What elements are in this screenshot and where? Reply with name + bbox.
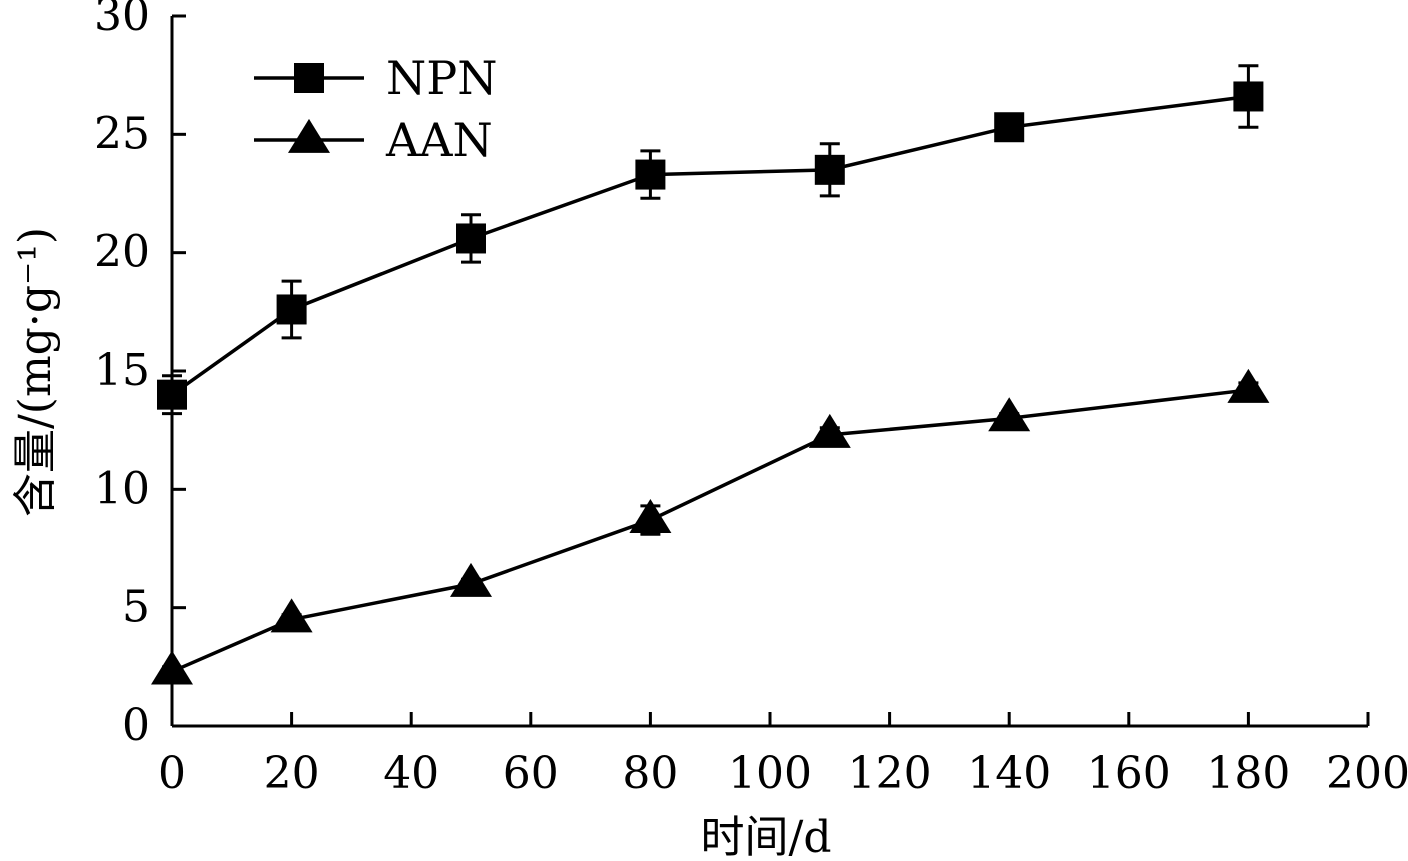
data-point-npn (814, 154, 845, 185)
y-tick-label: 0 (122, 700, 150, 751)
data-point-npn (276, 294, 307, 325)
x-axis-title: 时间/d (701, 812, 832, 861)
y-tick-label: 20 (94, 227, 150, 278)
data-point-npn (157, 379, 187, 410)
legend-label: AAN (385, 113, 493, 167)
data-point-npn (994, 112, 1025, 143)
x-tick-label: 200 (1326, 748, 1408, 799)
data-point-aan (988, 397, 1031, 432)
x-tick-label: 0 (158, 748, 186, 799)
x-tick-label: 20 (264, 748, 320, 799)
series-layer (151, 64, 1270, 685)
legend-marker (294, 63, 324, 93)
series-line-aan (171, 388, 1249, 674)
legend-label: NPN (386, 51, 497, 105)
data-point-aan (1227, 368, 1270, 403)
y-tick-label: 5 (122, 582, 150, 633)
x-tick-label: 140 (967, 748, 1051, 799)
data-point-aan (151, 650, 193, 685)
data-point-npn (456, 223, 486, 254)
legend-marker (288, 118, 330, 153)
legend: NPN AAN (254, 51, 497, 167)
x-tick-label: 100 (728, 748, 812, 799)
x-tick-label: 180 (1206, 748, 1290, 799)
series-aan (151, 368, 1270, 685)
y-tick-label: 10 (94, 463, 150, 514)
x-tick-label: 40 (383, 748, 439, 799)
y-tick-label: 15 (94, 345, 150, 396)
axes: 0 5 10 15 20 25 30 0 20 40 60 80 100 120 140 160 180 200 (94, 0, 1408, 799)
x-tick-label: 160 (1087, 748, 1171, 799)
x-tick-label: 120 (848, 748, 932, 799)
y-tick-label: 25 (94, 108, 150, 159)
x-tick-label: 60 (503, 748, 559, 799)
y-tick-label: 30 (94, 0, 150, 41)
data-point-aan (450, 562, 492, 597)
series-npn (157, 64, 1264, 416)
x-tick-label: 80 (622, 748, 678, 799)
data-point-npn (1233, 81, 1264, 112)
data-point-aan (629, 499, 672, 534)
y-axis-title: 含量/(mg·g⁻¹) (10, 227, 61, 517)
legend-entry-npn: NPN (254, 51, 497, 105)
data-point-aan (270, 598, 313, 633)
data-point-npn (635, 159, 666, 190)
legend-entry-aan: AAN (254, 113, 493, 167)
data-point-aan (808, 413, 851, 448)
